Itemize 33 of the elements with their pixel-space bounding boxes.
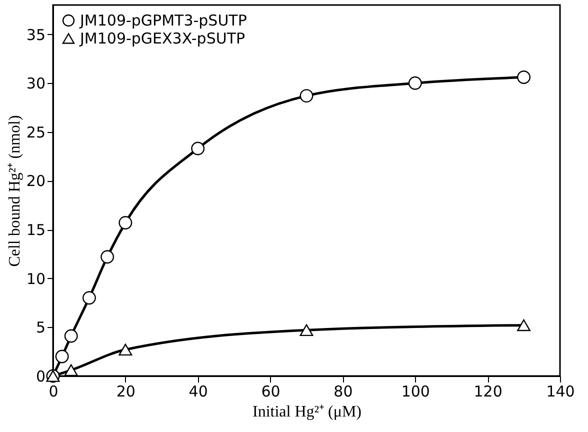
legend-label: JM109-pGPMT3-pSUTP <box>79 12 247 30</box>
point <box>100 250 114 264</box>
point <box>118 216 132 230</box>
point <box>82 291 96 305</box>
x-tick-label: 0 <box>48 382 58 400</box>
x-tick-label: 20 <box>116 382 136 400</box>
point <box>408 76 422 90</box>
y-tick-label: 15 <box>26 221 46 240</box>
x-tick-label: 100 <box>401 382 430 400</box>
x-tick-label: 80 <box>334 382 353 400</box>
legend-label: JM109-pGEX3X-pSUTP <box>79 30 246 48</box>
y-tick-label: 5 <box>36 318 46 337</box>
y-tick-label: 10 <box>26 270 46 288</box>
point <box>300 89 314 103</box>
y-tick-label: 30 <box>26 74 46 93</box>
y-tick-label: 0 <box>36 368 46 386</box>
point <box>517 319 531 332</box>
point <box>191 142 205 156</box>
y-axis-title: Cell bound Hg²⁺ (nmol) <box>6 115 24 267</box>
x-axis-title: Initial Hg²⁺ (μM) <box>252 404 362 420</box>
x-tick-label: 120 <box>474 382 502 400</box>
y-tick-label: 25 <box>26 123 46 142</box>
point <box>64 364 78 376</box>
point <box>517 70 531 84</box>
x-tick-label: 40 <box>188 382 208 400</box>
x-tick-label: 60 <box>261 382 280 400</box>
point <box>118 344 132 356</box>
point <box>64 329 78 343</box>
y-tick-label: 35 <box>26 26 46 44</box>
x-tick-label: 140 <box>546 382 575 400</box>
point <box>300 324 314 336</box>
point <box>55 350 69 364</box>
y-tick-label: 20 <box>26 172 46 190</box>
